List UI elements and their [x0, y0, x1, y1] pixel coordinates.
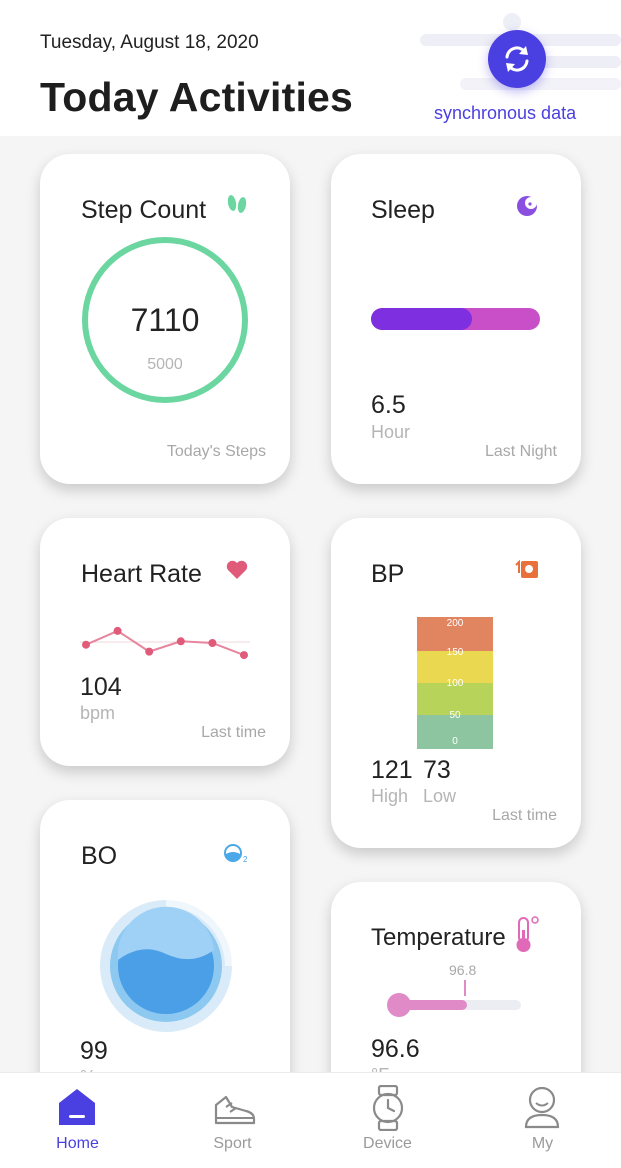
heart-rate-trend-point: [176, 637, 185, 646]
bp-card[interactable]: BP 200 150 100 50 0 121 73 High Low Last…: [331, 518, 581, 848]
watch-icon: [372, 1085, 404, 1131]
heart-rate-trend-chart: [80, 626, 250, 660]
bo-gauge: [100, 896, 236, 1032]
bp-low-value: 73: [423, 756, 451, 784]
heart-rate-trend-point: [208, 639, 217, 647]
step-goal-value: 5000: [147, 356, 183, 373]
nav-device[interactable]: Device: [310, 1073, 465, 1168]
nav-sport[interactable]: Sport: [155, 1073, 310, 1168]
current-date: Tuesday, August 18, 2020: [40, 32, 259, 53]
bp-tick-50: 50: [449, 710, 461, 721]
sleep-footer: Last Night: [484, 443, 557, 460]
nav-sport-label: Sport: [213, 1135, 252, 1152]
heart-rate-footer: Last time: [201, 724, 266, 741]
bo-value: 99: [80, 1037, 108, 1065]
thermometer-icon: [516, 916, 539, 952]
temperature-value: 96.6: [371, 1035, 420, 1063]
heart-icon: [226, 560, 248, 579]
step-progress-ring: [82, 237, 248, 403]
temperature-slider[interactable]: [387, 993, 521, 1017]
sync-button[interactable]: [488, 30, 546, 88]
user-icon: [524, 1086, 560, 1129]
bp-title: BP: [371, 560, 405, 588]
bp-high-value: 121: [371, 756, 413, 784]
page-title: Today Activities: [40, 74, 354, 120]
bp-monitor-icon: [515, 559, 538, 578]
home-icon: [59, 1089, 95, 1125]
footprints-icon: [227, 195, 247, 213]
shoe-icon: [214, 1095, 256, 1125]
nav-home[interactable]: Home: [0, 1073, 155, 1168]
temperature-marker-label: 96.8: [449, 962, 477, 978]
bp-low-label: Low: [423, 786, 457, 806]
sleep-value: 6.5: [371, 391, 406, 419]
step-footer: Today's Steps: [166, 443, 266, 460]
nav-device-label: Device: [363, 1135, 412, 1152]
nav-my-label: My: [531, 1135, 554, 1152]
sync-icon: [505, 46, 529, 72]
moon-icon: [517, 196, 537, 216]
temperature-slider-thumb[interactable]: [387, 993, 411, 1017]
bp-tick-200: 200: [446, 618, 464, 629]
heart-rate-unit: bpm: [80, 703, 116, 723]
bp-zone-200: [417, 617, 493, 651]
bp-tick-150: 150: [446, 647, 464, 658]
sleep-card[interactable]: Sleep 6.5 Hour Last Night: [331, 154, 581, 484]
temperature-slider-fill: [395, 1000, 467, 1010]
sleep-bar: [371, 308, 540, 330]
bp-footer: Last time: [492, 807, 557, 824]
bp-tick-100: 100: [446, 678, 464, 689]
heart-rate-card[interactable]: Heart Rate 104 bpm Last time: [40, 518, 290, 766]
step-count-card[interactable]: Step Count 7110 5000 Today's Steps: [40, 154, 290, 484]
sleep-unit: Hour: [371, 422, 411, 442]
step-count-value: 7110: [130, 302, 200, 338]
heart-rate-trend-point: [145, 647, 154, 656]
nav-home-label: Home: [56, 1135, 99, 1152]
bp-high-label: High: [371, 786, 409, 806]
bp-tick-0: 0: [452, 736, 458, 747]
bp-zone-50: [417, 715, 493, 749]
heart-rate-trend-point: [82, 640, 90, 649]
heart-rate-value: 104: [80, 673, 122, 701]
svg-text:2: 2: [243, 855, 248, 864]
heart-rate-title: Heart Rate: [81, 560, 202, 588]
sync-label[interactable]: synchronous data: [434, 103, 577, 123]
heart-rate-trend-point: [113, 626, 122, 635]
nav-my[interactable]: My: [465, 1073, 620, 1168]
heart-rate-trend-point: [240, 651, 248, 660]
sleep-deep-segment: [371, 308, 473, 330]
temperature-title: Temperature: [371, 924, 506, 951]
header: Tuesday, August 18, 2020 Today Activitie…: [0, 0, 621, 136]
temperature-marker-tick: [464, 980, 466, 996]
bottom-nav: Home Sport Device My: [0, 1072, 621, 1168]
bp-zone-100: [417, 683, 493, 715]
sleep-title: Sleep: [371, 196, 435, 224]
o2-icon: 2: [224, 844, 248, 864]
bp-zone-150: [417, 651, 493, 683]
step-count-title: Step Count: [81, 196, 207, 224]
bp-scale: 200 150 100 50 0: [417, 617, 493, 749]
bo-title: BO: [81, 842, 118, 870]
heart-rate-trend-line: [85, 629, 245, 657]
